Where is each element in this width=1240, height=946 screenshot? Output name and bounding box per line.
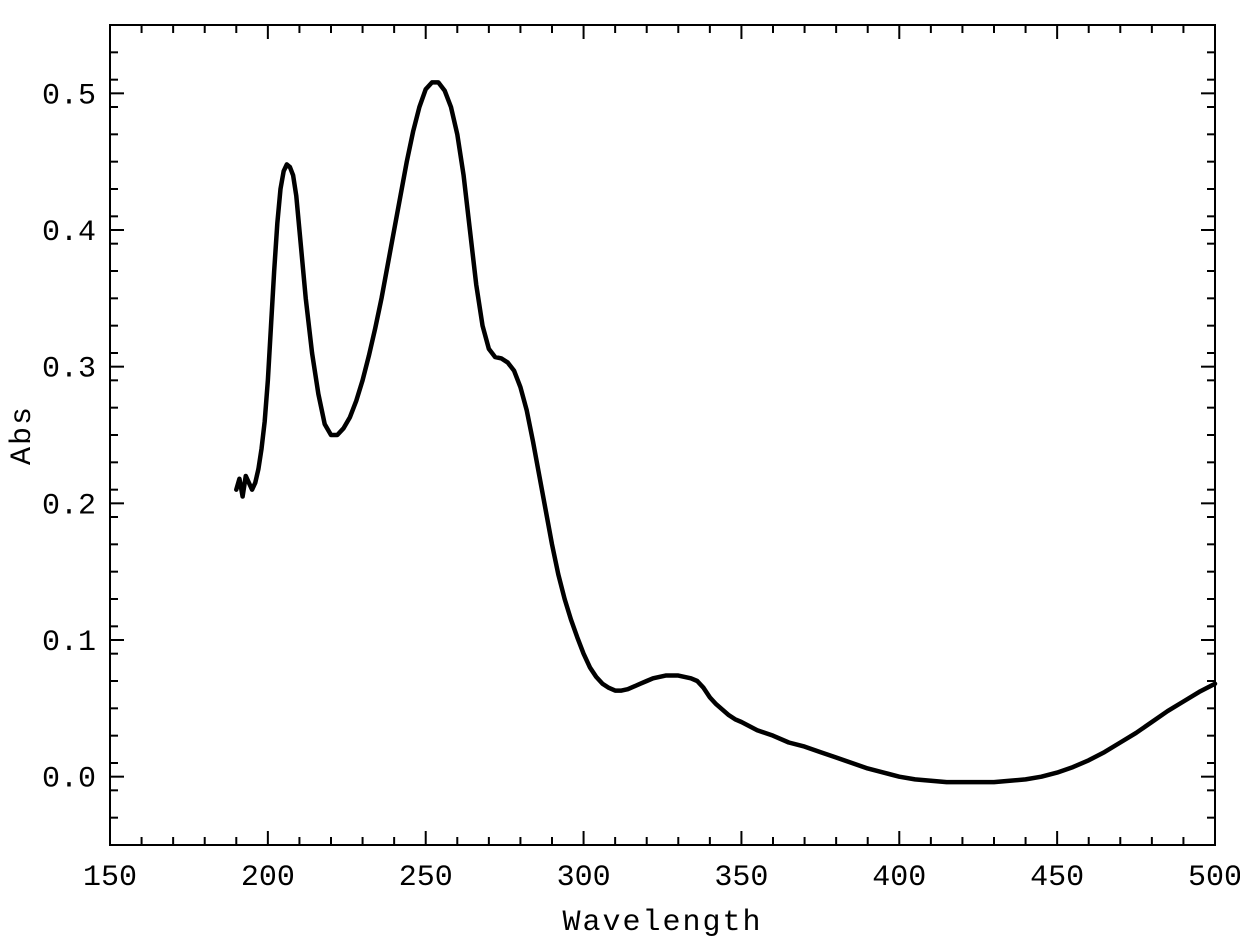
x-tick-label: 400 — [872, 861, 926, 895]
chart-container: 150 200 250 300 350 400 450 500 0.0 0.1 0.2 0.3 0.4 0… — [0, 0, 1240, 946]
x-tick-label: 150 — [83, 861, 137, 895]
x-axis-label: Wavelength — [562, 906, 762, 940]
x-tick-label: 300 — [557, 861, 611, 895]
y-tick-label: 0.0 — [42, 763, 96, 797]
y-tick-label: 0.4 — [42, 216, 96, 250]
line-chart: 150 200 250 300 350 400 450 500 0.0 0.1 0.2 0.3 0.4 0… — [0, 0, 1240, 946]
x-tick-label: 350 — [714, 861, 768, 895]
x-tick-label: 250 — [399, 861, 453, 895]
x-tick-label: 200 — [241, 861, 295, 895]
y-axis-label: Abs — [6, 405, 40, 465]
x-tick-label: 450 — [1030, 861, 1084, 895]
y-tick-label: 0.3 — [42, 353, 96, 387]
y-tick-label: 0.2 — [42, 489, 96, 523]
y-tick-label: 0.5 — [42, 79, 96, 113]
x-tick-label: 500 — [1188, 861, 1240, 895]
y-tick-label: 0.1 — [42, 626, 96, 660]
